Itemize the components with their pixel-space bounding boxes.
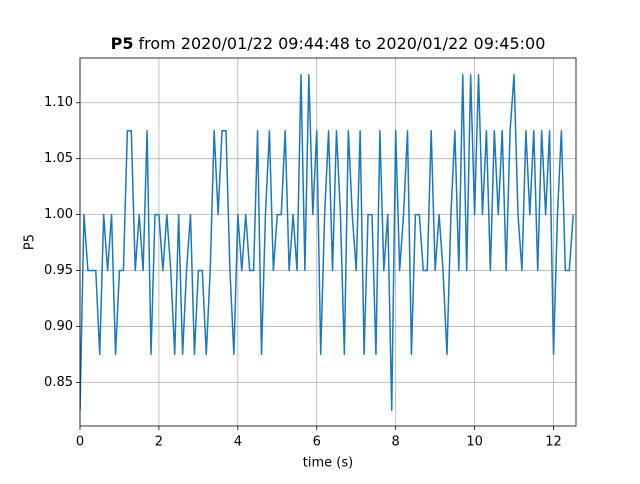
x-tick-label: 8 (392, 435, 400, 450)
x-tick-label: 4 (234, 435, 242, 450)
y-tick-label: 0.85 (44, 375, 73, 390)
x-tick-label: 0 (76, 435, 84, 450)
y-axis-label: P5 (23, 234, 38, 250)
plot-frame (79, 57, 577, 427)
x-tick-label: 6 (313, 435, 321, 450)
x-tick-label: 10 (466, 435, 483, 450)
title-bold: P5 (111, 34, 134, 53)
x-tick-label: 12 (545, 435, 562, 450)
y-tick-label: 1.05 (44, 151, 73, 166)
y-tick-label: 0.95 (44, 263, 73, 278)
y-tick-label: 0.90 (44, 319, 73, 334)
data-line (80, 74, 574, 412)
x-tick-label: 2 (155, 435, 163, 450)
y-tick-label: 1.10 (44, 95, 73, 110)
x-axis-label: time (s) (303, 456, 353, 471)
title-rest: from 2020/01/22 09:44:48 to 2020/01/22 0… (138, 34, 545, 53)
y-tick-label: 1.00 (44, 207, 73, 222)
chart-title: P5 from 2020/01/22 09:44:48 to 2020/01/22… (111, 34, 546, 53)
